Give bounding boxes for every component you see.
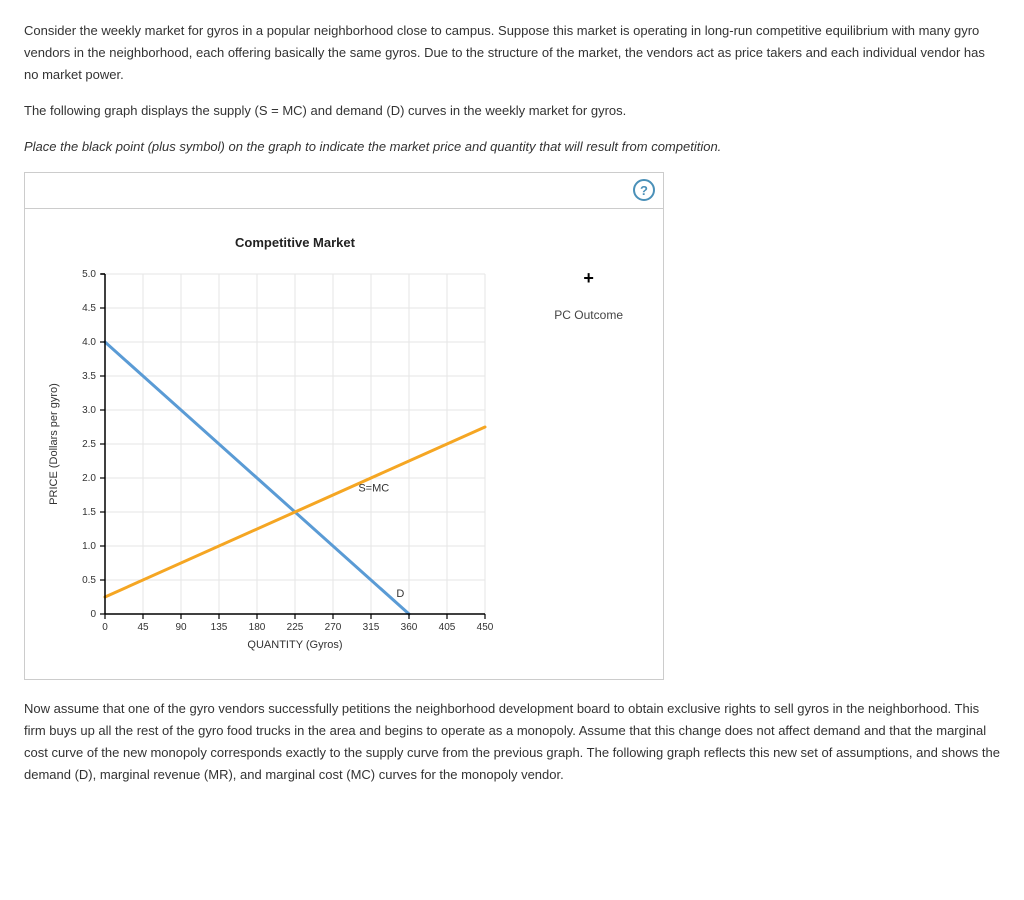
svg-text:2.5: 2.5 [82,439,96,450]
svg-text:450: 450 [477,622,494,633]
svg-text:90: 90 [175,622,187,633]
paragraph-monopoly: Now assume that one of the gyro vendors … [24,698,1000,786]
svg-text:4.5: 4.5 [82,303,96,314]
svg-text:PRICE (Dollars per gyro): PRICE (Dollars per gyro) [48,384,60,506]
paragraph-intro: Consider the weekly market for gyros in … [24,20,1000,86]
svg-text:3.5: 3.5 [82,371,96,382]
svg-text:D: D [396,588,404,600]
svg-text:S=MC: S=MC [358,483,389,495]
svg-text:0: 0 [102,622,108,633]
svg-text:QUANTITY (Gyros): QUANTITY (Gyros) [247,639,342,651]
plus-icon: + [583,269,594,287]
svg-text:180: 180 [249,622,266,633]
svg-text:4.0: 4.0 [82,337,96,348]
svg-text:5.0: 5.0 [82,269,96,280]
svg-text:270: 270 [325,622,342,633]
legend-pc-outcome[interactable]: + PC Outcome [554,269,623,325]
svg-text:1.0: 1.0 [82,541,96,552]
svg-text:225: 225 [287,622,304,633]
competitive-market-chart[interactable]: 0 0.5 1.0 1.5 2.0 2.5 3.0 3.5 4.0 4.5 5.0 0 45 90 135 1… [35,219,515,659]
panel-toolbar: ? [25,173,663,209]
svg-text:0.5: 0.5 [82,575,96,586]
svg-text:Competitive Market: Competitive Market [235,235,356,250]
paragraph-instruction: Place the black point (plus symbol) on t… [24,136,1000,158]
help-button[interactable]: ? [633,179,655,201]
legend-label: PC Outcome [554,305,623,325]
svg-text:45: 45 [137,622,149,633]
graph-panel-competitive: ? 0 0.5 1.0 1.5 2.0 2.5 3.0 3.5 4.0 4.5 5.0 0 45 90 13… [24,172,664,679]
svg-text:1.5: 1.5 [82,507,96,518]
paragraph-graph-intro: The following graph displays the supply … [24,100,1000,122]
svg-text:315: 315 [363,622,380,633]
svg-text:405: 405 [439,622,456,633]
svg-text:360: 360 [401,622,418,633]
svg-text:0: 0 [90,609,96,620]
svg-text:135: 135 [211,622,228,633]
chart-wrapper[interactable]: 0 0.5 1.0 1.5 2.0 2.5 3.0 3.5 4.0 4.5 5.0 0 45 90 135 1… [25,209,663,670]
svg-text:3.0: 3.0 [82,405,96,416]
svg-text:2.0: 2.0 [82,473,96,484]
